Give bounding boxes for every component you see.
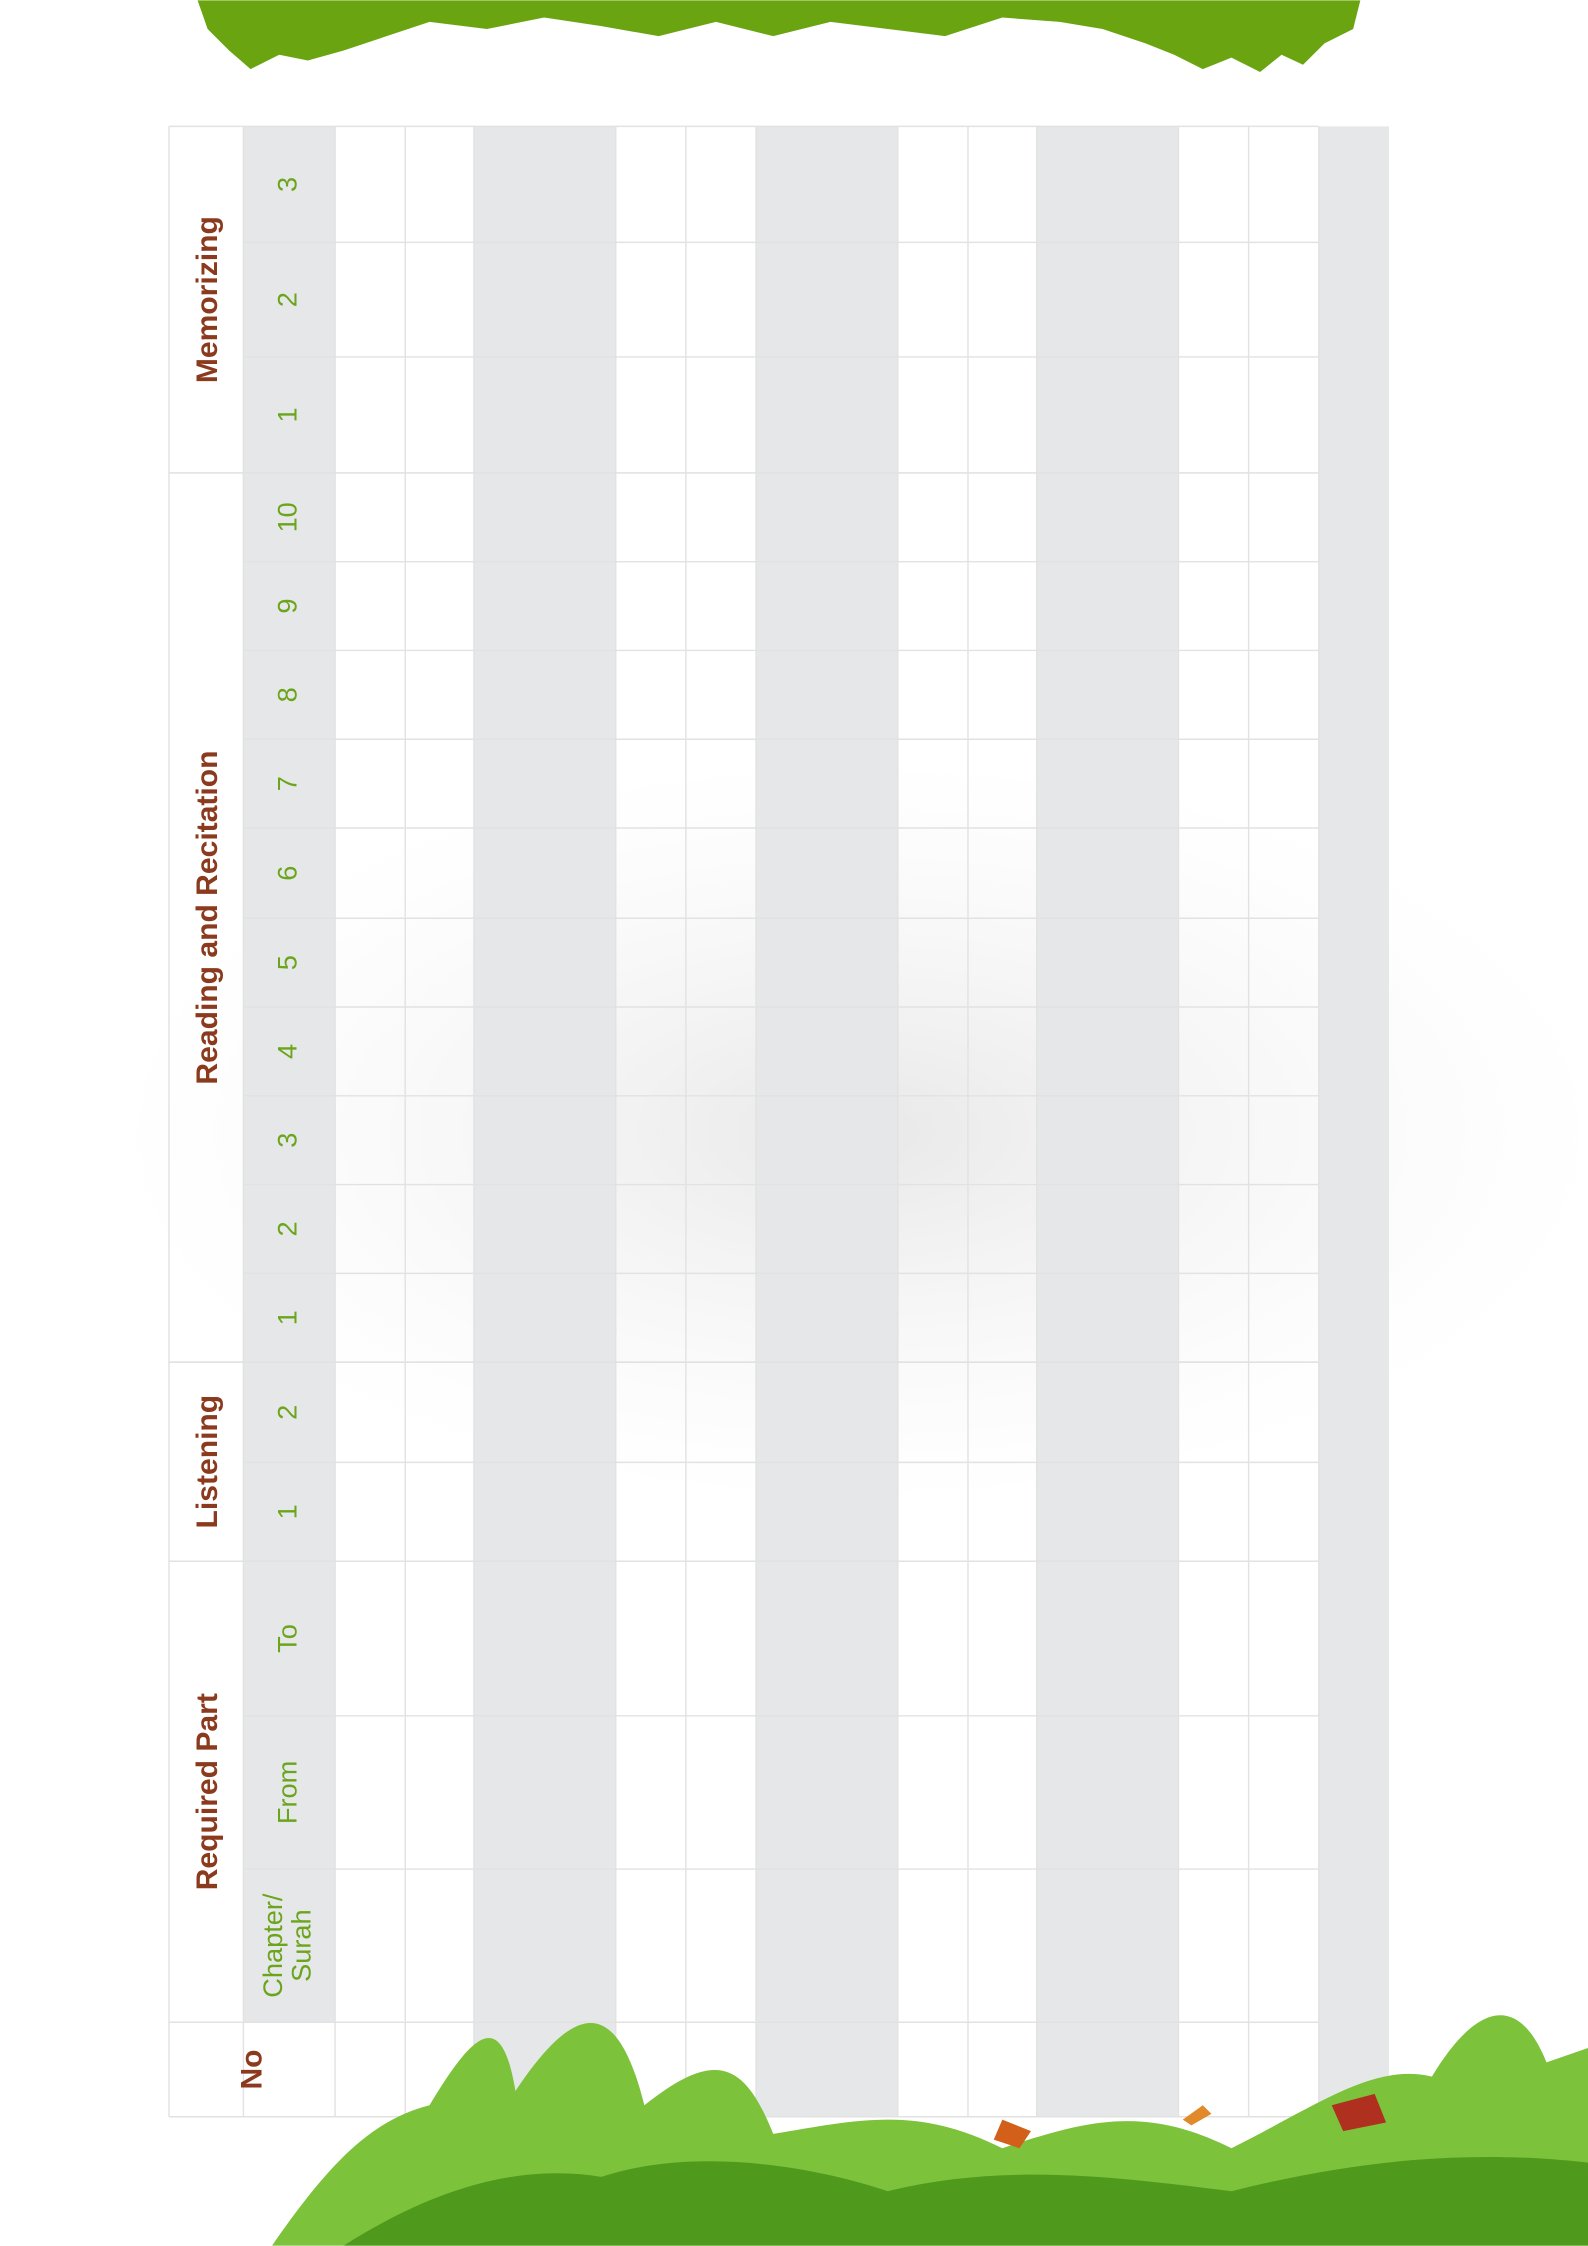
column-label: 2 xyxy=(271,1405,302,1420)
column-label: 1 xyxy=(271,1310,302,1325)
column-label: 7 xyxy=(271,776,302,791)
column-label: 6 xyxy=(271,866,302,881)
page: Memorizing 3 2 1 Reading and Recitation 10 9 8 7… xyxy=(0,0,1588,2246)
group-label: Required Part xyxy=(191,1693,224,1890)
gray-column xyxy=(1037,126,1179,2116)
column-label: 5 xyxy=(271,955,302,970)
column-label: From xyxy=(271,1761,302,1824)
gray-column xyxy=(474,126,616,2116)
column-label: 10 xyxy=(271,502,302,532)
gray-column xyxy=(756,126,898,2116)
column-label: 3 xyxy=(271,1133,302,1148)
column-label-line: Chapter/ xyxy=(257,1893,288,1998)
group-label: Memorizing xyxy=(191,216,224,383)
gray-column xyxy=(1319,126,1389,2116)
column-label: 1 xyxy=(271,407,302,422)
column-label: 1 xyxy=(271,1504,302,1519)
column-label: 2 xyxy=(271,292,302,307)
column-label: 3 xyxy=(271,177,302,192)
group-label: No xyxy=(235,2049,268,2089)
column-label-line: Surah xyxy=(286,1909,317,1982)
attendance-sheet: Memorizing 3 2 1 Reading and Recitation 10 9 8 7… xyxy=(0,0,1588,2246)
column-label: To xyxy=(271,1624,302,1653)
group-label: Listening xyxy=(191,1395,224,1529)
group-label: Reading and Recitation xyxy=(191,750,224,1084)
column-label: 8 xyxy=(271,687,302,702)
column-label: 4 xyxy=(271,1044,302,1059)
column-label: 9 xyxy=(271,599,302,614)
column-label: 2 xyxy=(271,1221,302,1236)
